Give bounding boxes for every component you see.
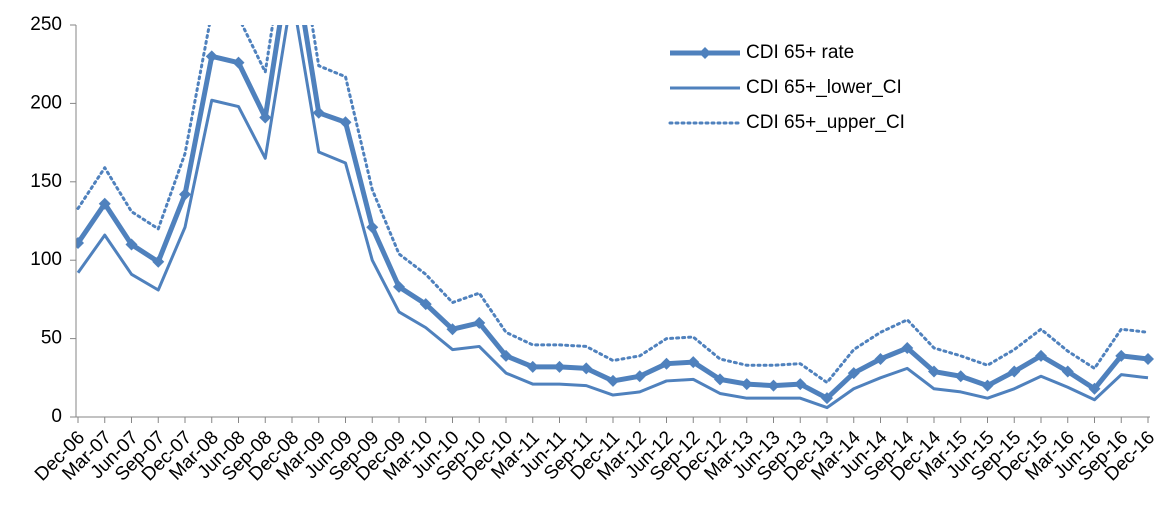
marker (152, 255, 165, 268)
marker (1008, 365, 1021, 378)
marker (125, 238, 138, 251)
legend-label: CDI 65+_upper_CI (746, 112, 905, 133)
y-tick-label: 150 (30, 171, 62, 192)
marker (232, 56, 245, 69)
legend-label: CDI 65+_lower_CI (746, 77, 902, 98)
marker (767, 379, 780, 392)
legend-label: CDI 65+ rate (746, 42, 854, 63)
marker (393, 280, 405, 293)
marker (1061, 365, 1074, 378)
marker (1142, 352, 1154, 365)
marker (954, 370, 967, 383)
marker (98, 197, 111, 210)
marker (446, 323, 459, 336)
y-tick-label: 250 (30, 14, 62, 35)
marker (205, 50, 218, 63)
marker (500, 349, 512, 362)
marker (607, 374, 619, 387)
y-tick-label: 200 (30, 92, 62, 113)
marker (312, 106, 325, 119)
marker (687, 356, 700, 369)
marker (339, 116, 352, 129)
marker (794, 378, 807, 391)
marker (419, 298, 432, 311)
y-tick-label: 0 (51, 406, 62, 427)
plot-area (76, 25, 1154, 410)
marker (714, 373, 726, 386)
marker (928, 365, 940, 378)
marker (553, 360, 566, 373)
legend-marker (699, 47, 711, 59)
y-tick-label: 100 (30, 249, 62, 270)
marker (1035, 349, 1047, 362)
marker (874, 352, 887, 365)
marker (660, 357, 673, 370)
marker (981, 379, 994, 392)
marker (1115, 349, 1128, 362)
y-tick-label: 50 (41, 328, 62, 349)
marker (580, 362, 593, 375)
marker (473, 316, 486, 329)
marker (847, 367, 860, 380)
marker (901, 342, 914, 355)
marker (76, 236, 84, 249)
marker (740, 378, 753, 391)
marker (821, 392, 833, 405)
marker (179, 188, 191, 201)
marker (526, 360, 539, 373)
series-line (76, 25, 1149, 410)
marker (259, 111, 272, 124)
series-line (76, 25, 1150, 385)
marker (1088, 382, 1101, 395)
marker (633, 370, 646, 383)
marker (366, 221, 379, 234)
